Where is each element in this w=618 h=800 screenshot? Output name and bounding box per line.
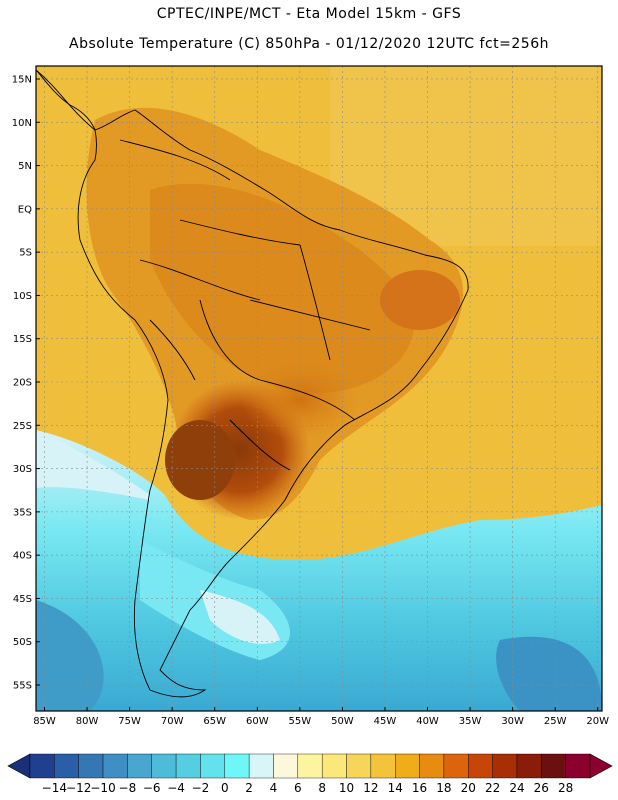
colorbar-tick-label: −12 xyxy=(66,781,91,795)
colorbar-swatch xyxy=(468,753,493,779)
colorbar-swatch xyxy=(54,753,79,779)
colorbar-swatch xyxy=(200,753,225,779)
colorbar-swatch xyxy=(492,753,518,779)
map-title-line2: Absolute Temperature (C) 850hPa - 01/12/… xyxy=(69,36,549,52)
temperature-field xyxy=(36,66,602,711)
lon-label: 20W xyxy=(586,716,609,727)
colorbar-tick-labels: −14 −12 −10 −8 −6 −4 −2 0 2 4 6 8 10 12 14 16 18 20 22 24 26… xyxy=(42,781,574,795)
colorbar-swatch xyxy=(29,753,55,779)
colorbar-tick-label: −4 xyxy=(167,781,185,795)
south-america-coastline xyxy=(36,69,469,698)
colorbar-tick-label: −10 xyxy=(90,781,115,795)
lon-label: 55W xyxy=(289,716,312,727)
colorbar-tick-label: −2 xyxy=(192,781,210,795)
lon-label: 80W xyxy=(76,716,99,727)
colorbar-under-arrow xyxy=(7,753,31,779)
lat-label: 50S xyxy=(13,637,32,648)
colorbar xyxy=(7,753,613,779)
central-america-coastline xyxy=(36,69,96,131)
colorbar-tick-label: −14 xyxy=(42,781,67,795)
lat-label: 15N xyxy=(12,74,32,85)
lat-label: 55S xyxy=(13,681,32,692)
colorbar-tick-label: 0 xyxy=(221,781,229,795)
lat-label: 25S xyxy=(13,421,32,432)
lon-label: 60W xyxy=(246,716,269,727)
longitude-labels: 85W 80W 75W 70W 65W 60W 55W 50W 45W 40W 35W 30W 25W 2… xyxy=(33,707,609,727)
lon-label: 45W xyxy=(374,716,397,727)
colorbar-swatch xyxy=(248,753,274,779)
colorbar-tick-label: −8 xyxy=(119,781,137,795)
colorbar-swatch xyxy=(273,753,299,779)
lat-label: 35S xyxy=(13,507,32,518)
country-borders xyxy=(119,139,371,471)
colorbar-swatch xyxy=(443,753,469,779)
lon-label: 40W xyxy=(416,716,439,727)
lon-label: 75W xyxy=(118,716,141,727)
colorbar-tick-label: 28 xyxy=(558,781,573,795)
lon-label: 35W xyxy=(459,716,482,727)
colorbar-swatch xyxy=(370,753,396,779)
colorbar-swatch xyxy=(78,753,104,779)
colorbar-tick-label: 14 xyxy=(388,781,403,795)
lat-label: 10N xyxy=(12,118,32,129)
lat-label: 45S xyxy=(13,594,32,605)
colorbar-tick-label: 26 xyxy=(534,781,549,795)
colorbar-tick-label: 16 xyxy=(412,781,427,795)
colorbar-tick-label: 24 xyxy=(509,781,524,795)
lon-label: 65W xyxy=(203,716,226,727)
colorbar-swatch xyxy=(321,753,347,779)
colorbar-tick-label: 20 xyxy=(461,781,476,795)
coastline-outline xyxy=(36,69,469,698)
colorbar-swatch xyxy=(395,753,420,779)
lon-label: 85W xyxy=(33,716,56,727)
lon-label: 50W xyxy=(331,716,354,727)
colorbar-tick-label: −6 xyxy=(143,781,161,795)
lat-label: 10S xyxy=(13,291,32,302)
colorbar-swatch xyxy=(102,753,128,779)
colorbar-swatch xyxy=(151,753,177,779)
colorbar-swatch xyxy=(175,753,201,779)
colorbar-swatch xyxy=(565,753,591,779)
lat-label: 20S xyxy=(13,378,32,389)
lat-label: 5N xyxy=(18,161,32,172)
lat-label: 40S xyxy=(13,551,32,562)
colorbar-tick-label: 10 xyxy=(339,781,354,795)
colorbar-swatch xyxy=(346,753,372,779)
latitude-labels: 15N 10N 5N EQ 5S 10S 15S 20S 25S 30S 35S 40S 45S 50S 5… xyxy=(12,74,40,692)
lat-label: EQ xyxy=(18,204,32,215)
colorbar-tick-label: 18 xyxy=(436,781,451,795)
lat-label: 5S xyxy=(19,248,32,259)
plot-frame xyxy=(35,65,603,712)
colorbar-tick-label: 2 xyxy=(245,781,253,795)
colorbar-swatch xyxy=(541,753,566,779)
colorbar-tick-label: 8 xyxy=(318,781,326,795)
colorbar-tick-label: 4 xyxy=(270,781,278,795)
lat-lon-grid xyxy=(36,66,602,711)
map-title-line1: CPTEC/INPE/MCT - Eta Model 15km - GFS xyxy=(156,6,462,22)
colorbar-swatch xyxy=(127,753,152,779)
colorbar-swatch xyxy=(297,753,323,779)
colorbar-tick-label: 12 xyxy=(363,781,378,795)
colorbar-tick-label: 22 xyxy=(485,781,500,795)
lon-label: 70W xyxy=(161,716,184,727)
lat-label: 30S xyxy=(13,464,32,475)
colorbar-swatch xyxy=(224,753,250,779)
lon-label: 25W xyxy=(544,716,567,727)
colorbar-over-arrow xyxy=(589,753,613,779)
colorbar-swatch xyxy=(419,753,445,779)
lon-label: 30W xyxy=(501,716,524,727)
lat-label: 15S xyxy=(13,334,32,345)
colorbar-swatch xyxy=(516,753,542,779)
colorbar-tick-label: 6 xyxy=(294,781,302,795)
